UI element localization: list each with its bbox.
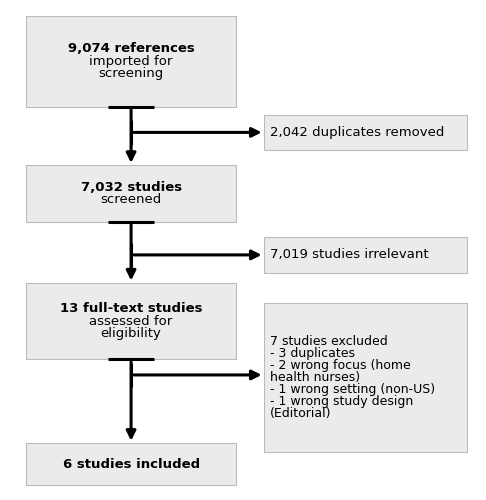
Text: (Editorial): (Editorial): [270, 406, 331, 420]
Text: 9,074 references: 9,074 references: [74, 42, 188, 56]
FancyBboxPatch shape: [26, 16, 236, 106]
Text: eligibility: eligibility: [101, 327, 161, 340]
Text: 6 studies included: 6 studies included: [63, 458, 200, 470]
Text: - 3 duplicates: - 3 duplicates: [270, 347, 355, 360]
FancyBboxPatch shape: [26, 444, 236, 485]
Text: 6 studies included: 6 studies included: [70, 458, 192, 470]
FancyBboxPatch shape: [26, 283, 236, 359]
Text: assessed for: assessed for: [89, 314, 173, 328]
Text: 7,032 studies: 7,032 studies: [86, 181, 176, 194]
FancyBboxPatch shape: [264, 237, 467, 273]
FancyBboxPatch shape: [264, 114, 467, 150]
Text: 7,032 studies: 7,032 studies: [81, 181, 182, 194]
Text: 7,019 studies irrelevant: 7,019 studies irrelevant: [270, 248, 429, 262]
Text: screening: screening: [99, 68, 164, 80]
FancyBboxPatch shape: [264, 302, 467, 452]
Text: health nurses): health nurses): [270, 371, 360, 384]
Text: 13 full-text studies: 13 full-text studies: [69, 302, 194, 315]
Text: 9,074 references: 9,074 references: [68, 42, 194, 56]
FancyBboxPatch shape: [26, 166, 236, 222]
Text: screened: screened: [101, 194, 162, 206]
Text: 13 full-text studies: 13 full-text studies: [60, 302, 202, 315]
Text: - 1 wrong study design: - 1 wrong study design: [270, 394, 414, 407]
Text: 7 studies excluded: 7 studies excluded: [270, 335, 388, 348]
Text: imported for: imported for: [89, 55, 173, 68]
Text: - 2 wrong focus (home: - 2 wrong focus (home: [270, 359, 411, 372]
Text: - 1 wrong setting (non-US): - 1 wrong setting (non-US): [270, 383, 435, 396]
Text: 2,042 duplicates removed: 2,042 duplicates removed: [270, 126, 445, 139]
